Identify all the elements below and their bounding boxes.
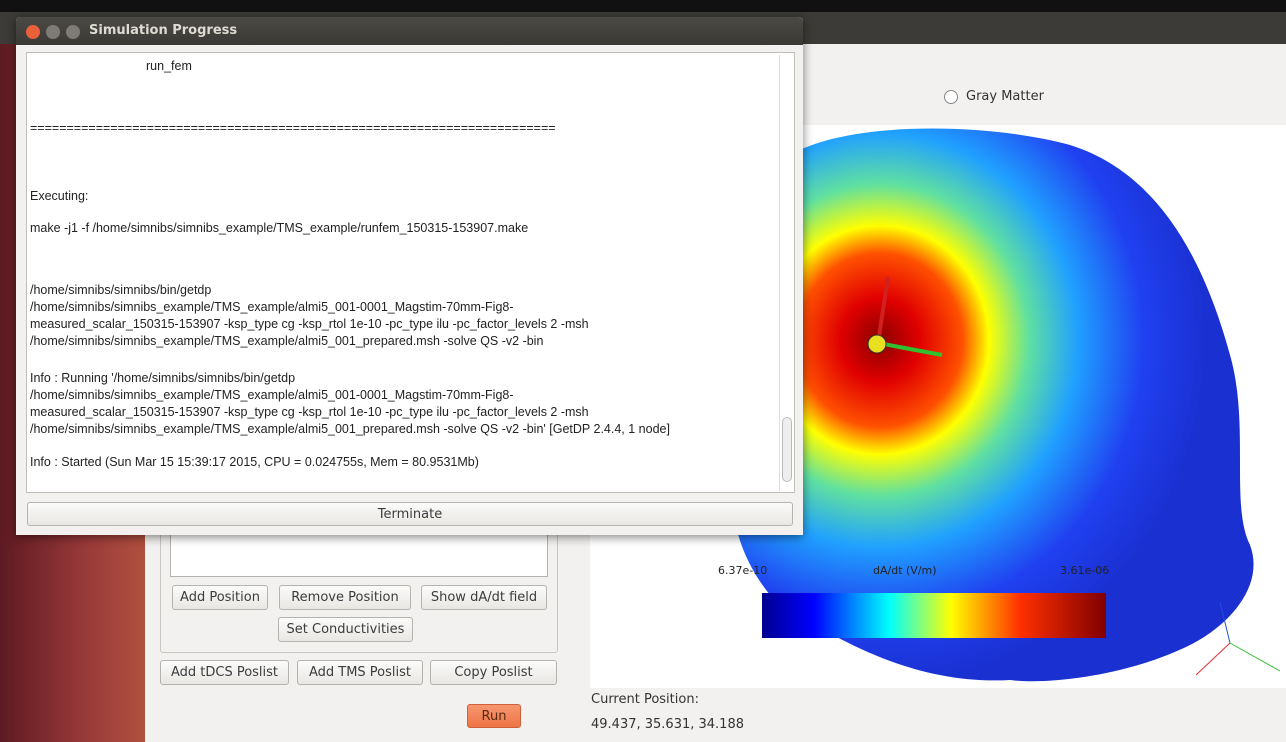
maximize-button[interactable] <box>66 25 80 39</box>
dialog: Simulation Progress run_fem =============… <box>16 17 803 535</box>
top-panel <box>0 0 1286 12</box>
log-line: /home/simnibs/simnibs_example/TMS_exampl… <box>30 334 544 348</box>
show-field-button[interactable]: Show dA/dt field <box>421 585 547 610</box>
close-button[interactable] <box>26 25 40 39</box>
log-line: /home/simnibs/simnibs_example/TMS_exampl… <box>30 388 514 402</box>
log-line: /home/simnibs/simnibs_example/TMS_exampl… <box>30 422 670 436</box>
add-tms-button[interactable]: Add TMS Poslist <box>297 660 423 685</box>
log-line: make -j1 -f /home/simnibs/simnibs_exampl… <box>30 221 529 235</box>
colorbar <box>762 593 1106 638</box>
log-line: ========================================… <box>30 121 556 135</box>
log-line: /home/simnibs/simnibs/bin/getdp <box>30 283 212 297</box>
log-line: Executing: <box>30 189 89 203</box>
position-value: 49.437, 35.631, 34.188 <box>591 717 744 732</box>
add-position-button[interactable]: Add Position <box>172 585 268 610</box>
radio-button[interactable] <box>944 90 958 104</box>
colorbar-min: 6.37e-10 <box>718 564 767 577</box>
log-area <box>26 52 795 493</box>
remove-position-button[interactable]: Remove Position <box>279 585 411 610</box>
run-button[interactable]: Run <box>467 704 521 728</box>
log-line: measured_scalar_150315-153907 -ksp_type … <box>30 317 589 331</box>
dialog-title: Simulation Progress <box>89 23 238 38</box>
scrollbar[interactable] <box>779 55 793 491</box>
add-tdcs-button[interactable]: Add tDCS Poslist <box>160 660 289 685</box>
log-line: /home/simnibs/simnibs_example/TMS_exampl… <box>30 300 514 314</box>
colorbar-max: 3.61e-06 <box>1060 564 1109 577</box>
scroll-thumb[interactable] <box>782 417 792 482</box>
log-line: run_fem <box>146 59 192 73</box>
position-label: Current Position: <box>591 692 699 707</box>
dialog-titlebar <box>16 17 803 45</box>
list-box[interactable] <box>170 530 548 577</box>
terminate-button[interactable]: Terminate <box>27 502 793 526</box>
log-line: Info : Running '/home/simnibs/simnibs/bi… <box>30 371 296 385</box>
set-conductivities-button[interactable]: Set Conductivities <box>278 617 413 642</box>
colorbar-label: dA/dt (V/m) <box>873 564 937 577</box>
minimize-button[interactable] <box>46 25 60 39</box>
radio-label: Gray Matter <box>966 89 1044 104</box>
render-view: 6.37e-10 dA/dt (V/m) 3.61e-06 <box>590 125 1286 688</box>
log-line: measured_scalar_150315-153907 -ksp_type … <box>30 405 589 419</box>
copy-poslist-button[interactable]: Copy Poslist <box>430 660 557 685</box>
log-line: Info : Started (Sun Mar 15 15:39:17 2015… <box>30 455 479 469</box>
